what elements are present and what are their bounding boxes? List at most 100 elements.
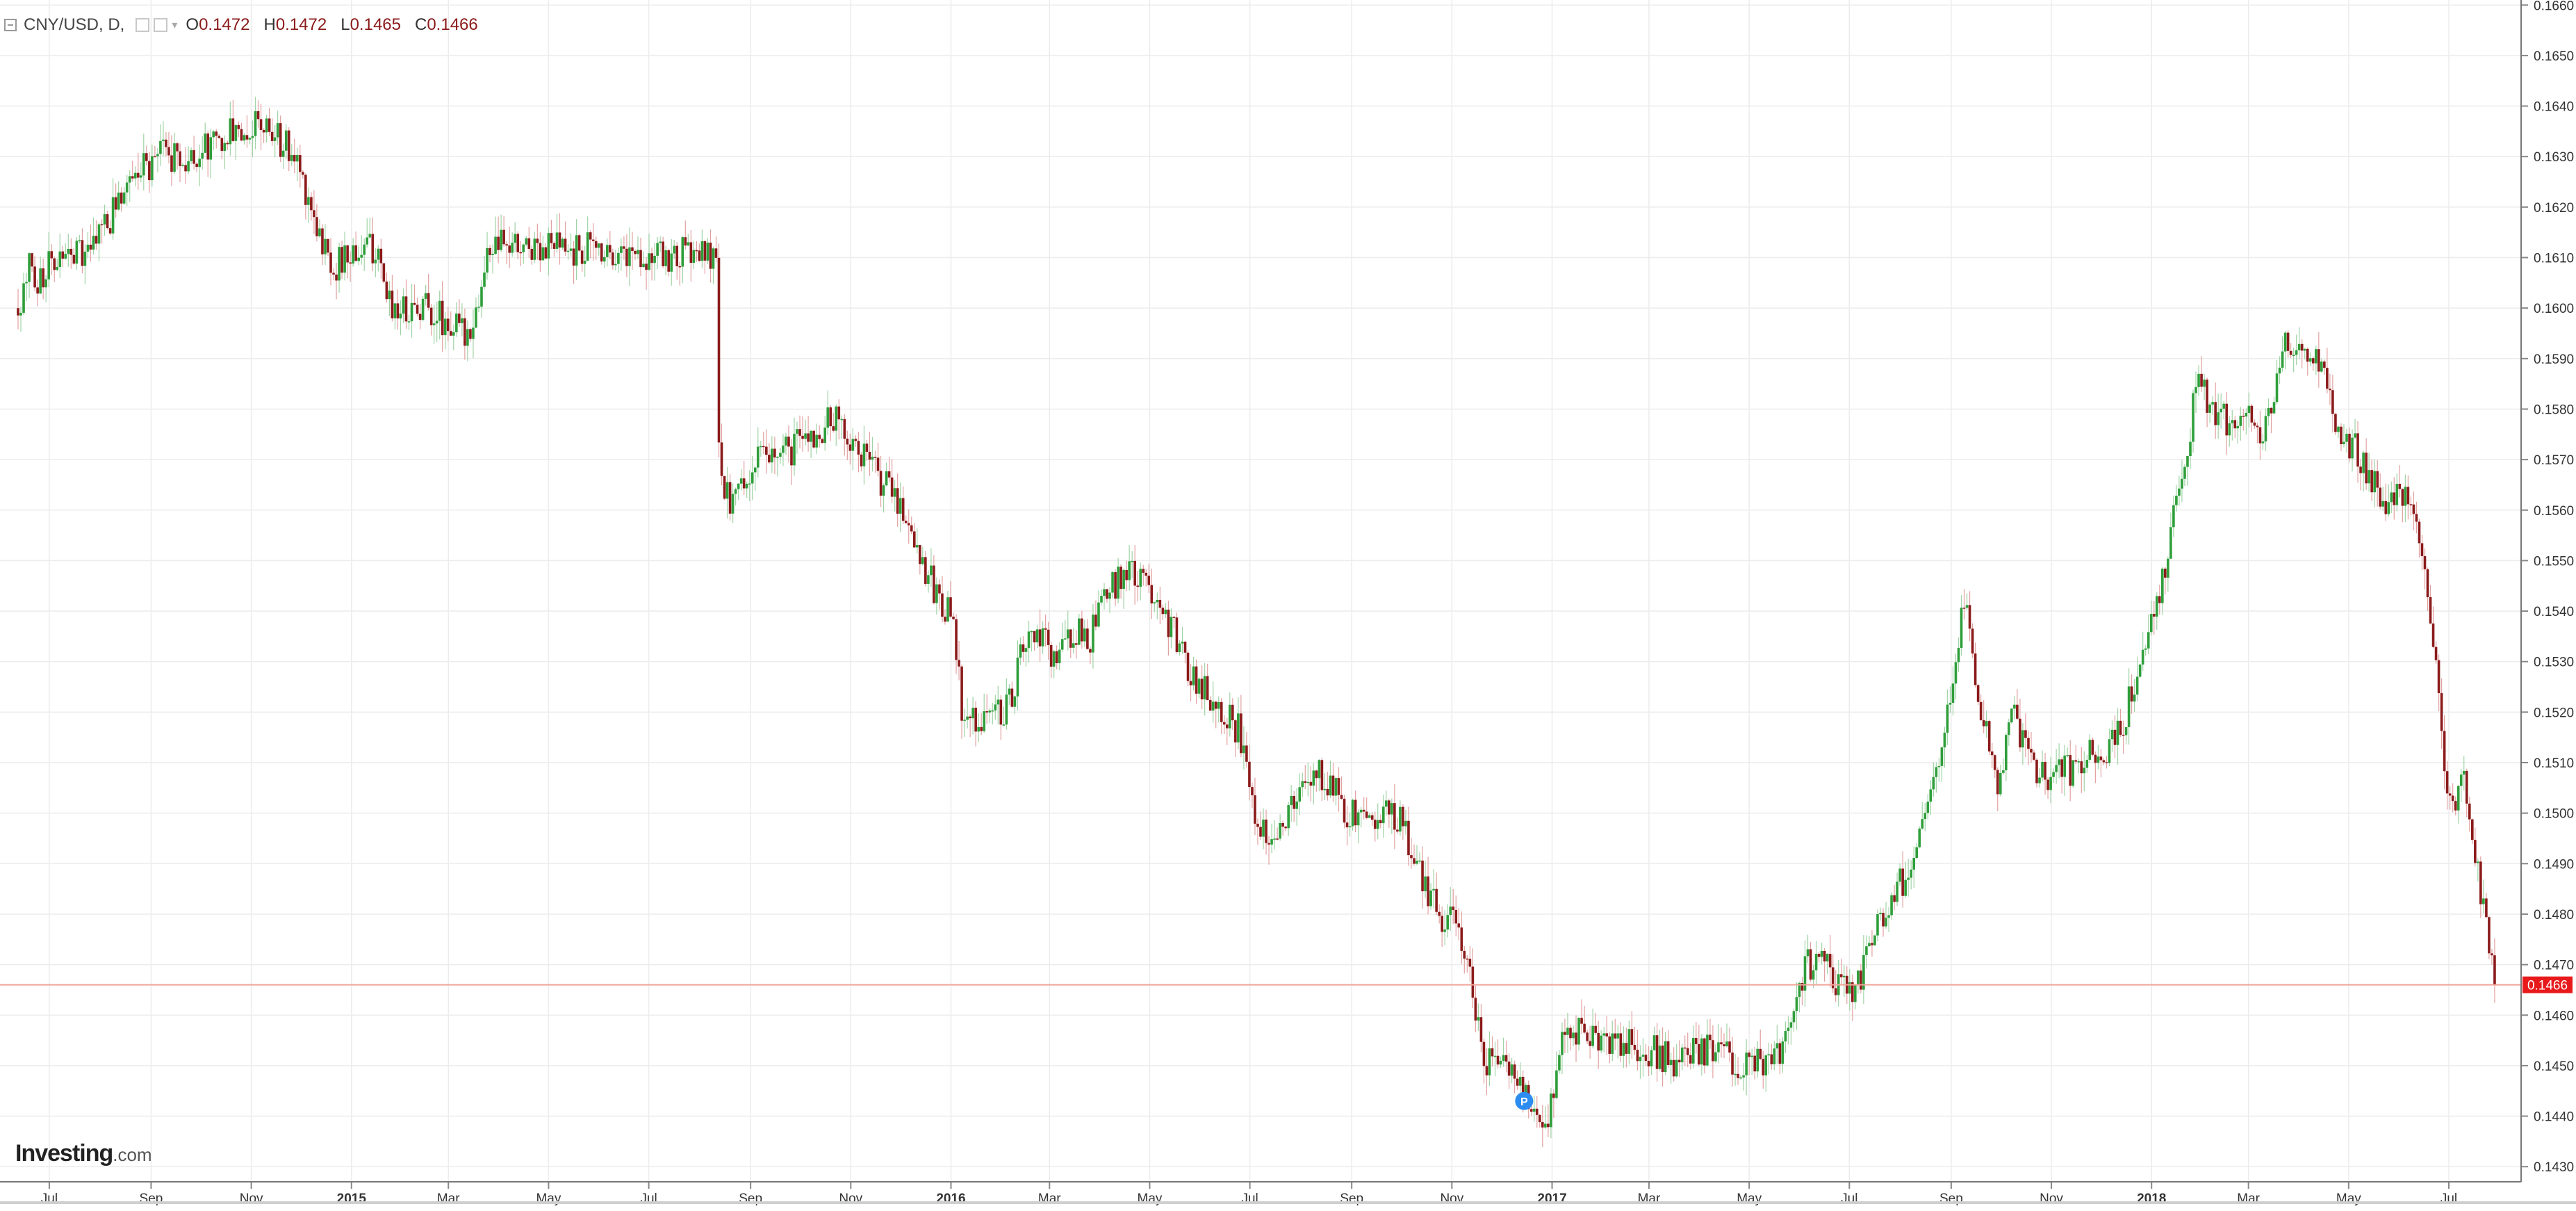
- candle-body[interactable]: [1460, 927, 1463, 951]
- candle-body[interactable]: [1524, 1084, 1527, 1095]
- candle-body[interactable]: [287, 130, 290, 161]
- candle-body[interactable]: [1896, 881, 1898, 902]
- candle-body[interactable]: [1589, 1041, 1591, 1046]
- candle-body[interactable]: [2052, 772, 2055, 777]
- candle-body[interactable]: [477, 307, 480, 308]
- candle-body[interactable]: [1698, 1043, 1700, 1065]
- candle-body[interactable]: [1466, 958, 1469, 960]
- candle-body[interactable]: [1452, 907, 1455, 910]
- candle-body[interactable]: [1245, 745, 1248, 762]
- candle-body[interactable]: [1407, 820, 1410, 856]
- candle-body[interactable]: [2183, 466, 2186, 479]
- candle-body[interactable]: [122, 192, 126, 204]
- candle-body[interactable]: [1555, 1070, 1558, 1098]
- candle-body[interactable]: [1265, 819, 1268, 843]
- candle-body[interactable]: [899, 498, 902, 514]
- candle-body[interactable]: [1312, 770, 1315, 786]
- candle-body[interactable]: [2493, 955, 2496, 985]
- candle-body[interactable]: [2376, 471, 2379, 488]
- candle-body[interactable]: [960, 666, 963, 721]
- candle-body[interactable]: [516, 234, 520, 252]
- candle-body[interactable]: [681, 237, 684, 267]
- candle-body[interactable]: [2044, 761, 2046, 780]
- candle-body[interactable]: [1759, 1048, 1762, 1059]
- candle-body[interactable]: [821, 439, 823, 444]
- candle-body[interactable]: [475, 307, 477, 328]
- candle-body[interactable]: [614, 263, 617, 266]
- candle-body[interactable]: [1773, 1048, 1776, 1064]
- candle-body[interactable]: [759, 446, 762, 448]
- candle-body[interactable]: [793, 433, 796, 466]
- candle-body[interactable]: [332, 273, 335, 275]
- candle-body[interactable]: [2485, 898, 2488, 918]
- candle-body[interactable]: [1052, 651, 1056, 667]
- candle-body[interactable]: [1600, 1035, 1602, 1051]
- candle-body[interactable]: [1108, 592, 1111, 599]
- candle-body[interactable]: [2097, 756, 2100, 763]
- candle-body[interactable]: [837, 406, 841, 420]
- candle-body[interactable]: [418, 314, 422, 320]
- candle-body[interactable]: [17, 308, 19, 316]
- candle-body[interactable]: [678, 266, 682, 268]
- candle-body[interactable]: [402, 296, 405, 314]
- candle-body[interactable]: [1083, 628, 1086, 642]
- candle-body[interactable]: [1273, 838, 1276, 840]
- candle-body[interactable]: [2451, 795, 2454, 802]
- candle-body[interactable]: [539, 243, 542, 261]
- candle-body[interactable]: [176, 143, 179, 152]
- candle-body[interactable]: [1410, 855, 1413, 859]
- candle-body[interactable]: [1502, 1055, 1505, 1061]
- candle-body[interactable]: [1974, 653, 1977, 685]
- candle-body[interactable]: [179, 151, 181, 166]
- candle-body[interactable]: [912, 531, 916, 548]
- candle-body[interactable]: [2027, 738, 2030, 749]
- candle-body[interactable]: [245, 135, 249, 140]
- candle-body[interactable]: [1879, 913, 1882, 915]
- candle-body[interactable]: [1851, 982, 1854, 1002]
- candle-body[interactable]: [771, 448, 773, 463]
- candle-body[interactable]: [1616, 1033, 1620, 1039]
- candle-body[interactable]: [47, 251, 50, 279]
- candle-body[interactable]: [2102, 760, 2106, 763]
- candle-body[interactable]: [2292, 355, 2295, 356]
- candle-body[interactable]: [1482, 1041, 1486, 1066]
- candle-body[interactable]: [1496, 1055, 1500, 1065]
- candle-body[interactable]: [1544, 1123, 1547, 1128]
- candle-body[interactable]: [2181, 478, 2183, 489]
- candle-body[interactable]: [1089, 649, 1092, 653]
- candle-body[interactable]: [1304, 781, 1307, 783]
- candle-body[interactable]: [2267, 407, 2270, 416]
- candle-body[interactable]: [363, 244, 366, 255]
- candle-body[interactable]: [659, 241, 662, 243]
- candle-body[interactable]: [586, 232, 589, 261]
- candle-body[interactable]: [1348, 826, 1352, 828]
- candle-body[interactable]: [1625, 1043, 1628, 1054]
- candle-body[interactable]: [443, 318, 447, 336]
- candle-body[interactable]: [2393, 492, 2396, 505]
- candle-body[interactable]: [2152, 614, 2156, 617]
- candle-body[interactable]: [2431, 623, 2435, 647]
- candle-body[interactable]: [865, 444, 869, 452]
- candle-body[interactable]: [1150, 585, 1154, 604]
- candle-body[interactable]: [198, 159, 201, 168]
- candle-body[interactable]: [438, 300, 441, 321]
- candle-body[interactable]: [1396, 829, 1399, 832]
- candle-body[interactable]: [461, 318, 463, 323]
- candle-body[interactable]: [1686, 1048, 1689, 1055]
- candle-body[interactable]: [2270, 407, 2273, 414]
- candle-body[interactable]: [2406, 487, 2410, 505]
- candle-body[interactable]: [1290, 795, 1293, 806]
- candle-body[interactable]: [915, 545, 919, 548]
- candle-body[interactable]: [1055, 651, 1058, 663]
- candle-body[interactable]: [2010, 708, 2013, 723]
- candle-body[interactable]: [1229, 704, 1231, 729]
- close-icon[interactable]: [154, 18, 168, 32]
- candle-body[interactable]: [857, 441, 860, 455]
- candle-body[interactable]: [514, 234, 516, 243]
- candle-body[interactable]: [1622, 1043, 1625, 1056]
- candle-body[interactable]: [985, 711, 989, 713]
- candle-body[interactable]: [1145, 572, 1148, 576]
- candle-body[interactable]: [2454, 801, 2457, 811]
